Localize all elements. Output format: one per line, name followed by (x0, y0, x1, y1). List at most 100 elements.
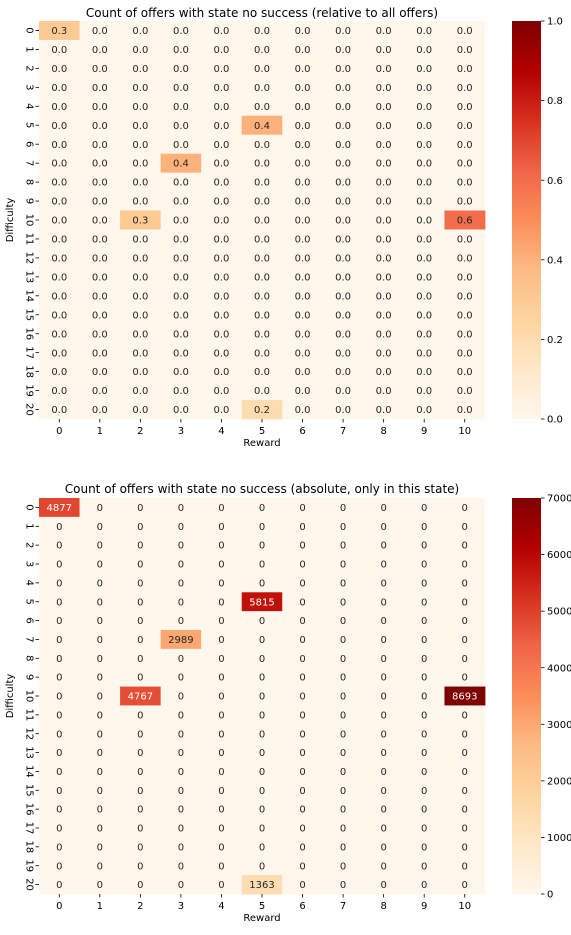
cell-value-label: 0.3 (51, 26, 67, 37)
cell-value-label: 0 (218, 673, 224, 684)
cell-value-label: 0.0 (376, 272, 392, 283)
heatmap-cell (403, 799, 445, 819)
heatmap-cell (241, 611, 283, 631)
cell-value-label: 0.0 (376, 235, 392, 246)
cell-value-label: 0 (421, 560, 427, 571)
heatmap-cell (403, 535, 445, 555)
heatmap-cell (444, 39, 486, 60)
heatmap-cell (241, 305, 283, 325)
cell-value-label: 0 (340, 654, 346, 665)
heatmap-cell (282, 667, 324, 687)
cell-value-label: 0.0 (335, 310, 351, 321)
cell-value-label: 0.0 (92, 64, 108, 75)
y-tick-label: 18 (24, 365, 35, 378)
heatmap-cell (322, 498, 364, 518)
heatmap-cell (120, 516, 162, 537)
heatmap-cell (444, 686, 486, 706)
cell-value-label: 0 (97, 692, 103, 703)
colorbar-tick-label: 0 (547, 890, 553, 901)
cell-value-label: 0.0 (295, 310, 311, 321)
heatmap-cell (322, 191, 364, 211)
cell-value-label: 0.0 (295, 197, 311, 208)
cell-value-label: 0.0 (92, 254, 108, 265)
cell-value-label: 0 (97, 767, 103, 778)
heatmap-cell (79, 837, 121, 857)
cell-value-label: 0 (340, 729, 346, 740)
heatmap-cell (444, 58, 486, 79)
y-tick-label: 3 (24, 561, 35, 567)
y-tick-label: 0 (24, 504, 35, 510)
cell-value-label: 0.0 (132, 405, 148, 416)
y-tick-label: 20 (24, 878, 35, 891)
cell-value-label: 0 (380, 786, 386, 797)
cell-value-label: 0 (178, 824, 184, 835)
chart-title: Count of offers with state no success (a… (65, 482, 459, 496)
cell-value-label: 0 (218, 578, 224, 589)
heatmap-cell (241, 153, 283, 174)
heatmap-cell (201, 630, 243, 650)
heatmap-cell (201, 875, 243, 895)
heatmap-cell (160, 153, 202, 174)
cell-value-label: 0.0 (376, 291, 392, 302)
cell-value-label: 0.0 (295, 178, 311, 189)
cell-value-label: 0.0 (213, 310, 229, 321)
y-tick-label: 5 (24, 599, 35, 605)
cell-value-label: 0 (56, 560, 62, 571)
cell-value-label: 0.0 (457, 26, 473, 37)
heatmap-cell (363, 153, 405, 174)
cell-value-label: 0.0 (335, 64, 351, 75)
cell-value-label: 0.0 (173, 45, 189, 56)
x-axis-label: Reward (243, 438, 280, 449)
heatmap-cell (160, 115, 202, 136)
heatmap-cell (79, 134, 121, 155)
heatmap-cell (39, 381, 80, 401)
cell-value-label: 0.0 (295, 405, 311, 416)
heatmap-cell (79, 229, 121, 249)
cell-value-label: 0.0 (295, 26, 311, 37)
cell-value-label: 0.0 (51, 235, 67, 246)
heatmap-cell (444, 762, 486, 782)
heatmap-cell (160, 554, 202, 574)
cell-value-label: 0.0 (213, 121, 229, 132)
y-tick-label: 7 (24, 636, 35, 642)
x-tick-label: 5 (259, 426, 265, 437)
cell-value-label: 0 (462, 748, 468, 759)
cell-value-label: 0 (299, 729, 305, 740)
cell-value-label: 0 (56, 578, 62, 589)
heatmap-cell (282, 818, 324, 838)
heatmap-cell (160, 516, 202, 537)
heatmap-cell (403, 77, 445, 98)
y-tick-label: 16 (24, 803, 35, 816)
heatmap-cell (282, 58, 324, 79)
cell-value-label: 0.0 (173, 121, 189, 132)
heatmap-cell (282, 39, 324, 60)
cell-value-label: 0.0 (132, 140, 148, 151)
cell-value-label: 0 (380, 861, 386, 872)
cell-value-label: 0.0 (335, 216, 351, 227)
colorbar-tick-label: 4000 (547, 663, 571, 674)
heatmap-cell (120, 248, 162, 268)
cell-value-label: 0 (299, 805, 305, 816)
heatmap-cell (79, 762, 121, 782)
cell-value-label: 0.0 (335, 272, 351, 283)
cell-value-label: 0.0 (173, 405, 189, 416)
cell-value-label: 0.0 (132, 291, 148, 302)
cell-value-label: 0 (380, 654, 386, 665)
cell-value-label: 0 (421, 880, 427, 891)
cell-value-label: 0.0 (132, 254, 148, 265)
cell-value-label: 0.0 (213, 291, 229, 302)
heatmap-cell (444, 324, 486, 344)
cell-value-label: 0 (421, 578, 427, 589)
heatmap-cell (201, 172, 243, 192)
heatmap-cell (403, 134, 445, 155)
cell-value-label: 0 (259, 522, 265, 533)
heatmap-cell (39, 818, 80, 838)
cell-value-label: 0.0 (173, 291, 189, 302)
cell-value-label: 0 (299, 710, 305, 721)
cell-value-label: 0 (56, 786, 62, 797)
y-tick-label: 17 (24, 346, 35, 359)
cell-value-label: 0.0 (457, 140, 473, 151)
heatmap-cell (363, 648, 405, 669)
heatmap-cell (79, 648, 121, 669)
heatmap-cell (403, 818, 445, 838)
